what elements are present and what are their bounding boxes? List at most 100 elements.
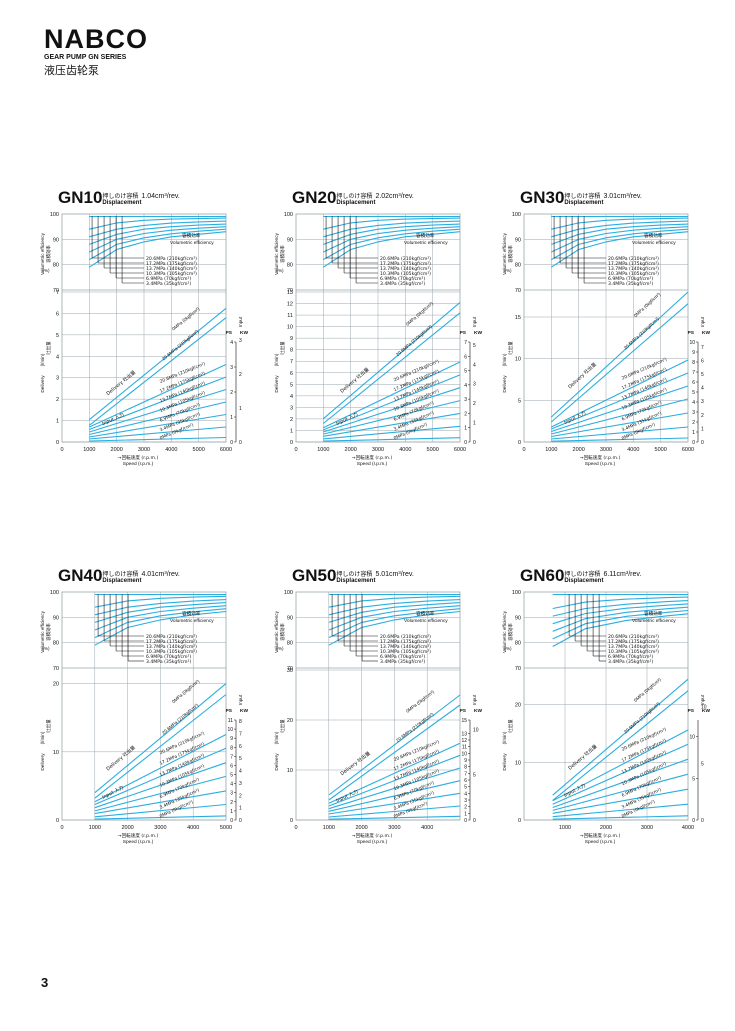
input-kw-tick-label: 8 xyxy=(239,719,242,725)
eff-curve-label: Volumetric efficiency xyxy=(170,240,214,246)
pressure-label: 6.9MPa (70kgf/cm²) xyxy=(608,654,653,660)
chart-svg: 0 1000 2000 3000 4000 5000 6000→回転速度 (r.p.m.)S… xyxy=(40,212,248,467)
input-ps-tick-label: 2 xyxy=(692,420,695,426)
delivery-axis-label: Delivery xyxy=(502,375,508,393)
eff-axis-label: Volumetric efficiency xyxy=(502,610,507,652)
pressure-label: 20.6MPa (210kgf/cm²) xyxy=(146,634,197,640)
x-tick-label: 2000 xyxy=(573,447,585,453)
x-tick-label: 2000 xyxy=(121,825,133,831)
input-curve xyxy=(89,436,227,442)
input-ps-tick-label: 6 xyxy=(464,354,467,360)
delivery-tick-label: 1 xyxy=(56,419,59,425)
pressure-label: 17.2MPa (175kgf/cm²) xyxy=(146,261,197,267)
input-curve xyxy=(328,815,461,820)
x-axis-label-jp: →回転速度 (r.p.m.) xyxy=(118,454,159,461)
input-kw-tick-label: 2 xyxy=(701,413,704,419)
pressure-label: 20.6MPa (210kgf/cm²) xyxy=(380,256,431,262)
input-kw-label: KW xyxy=(474,330,482,336)
eff-curve xyxy=(89,226,227,253)
eff-unit: (%) xyxy=(42,268,50,273)
x-tick-label: 2000 xyxy=(111,447,123,453)
displacement-value: 4.01cm³/rev. xyxy=(141,571,180,578)
input-curve xyxy=(94,803,227,818)
delivery-tick-label: 20 xyxy=(515,703,521,709)
x-axis-label: Speed (r.p.m.) xyxy=(585,461,616,467)
eff-tick-label: 100 xyxy=(512,212,521,218)
input-ps-label: PS xyxy=(688,330,695,336)
eff-curve xyxy=(328,608,461,639)
input-curve xyxy=(94,815,227,820)
x-tick-label: 6000 xyxy=(454,447,466,453)
input-ps-tick-label: 11 xyxy=(228,718,233,724)
eff-unit: (%) xyxy=(504,646,512,651)
eff-tick-label: 90 xyxy=(515,615,521,621)
pressure-label: 10.3MPa (105kgf/cm²) xyxy=(380,271,431,277)
eff-axis-label-jp: 容積効率 xyxy=(507,245,514,263)
delivery-tick-label: 0 xyxy=(56,440,59,446)
input-ps-tick-label: 5 xyxy=(464,785,467,791)
input-ps-tick-label: 5 xyxy=(464,369,467,375)
delivery-curve-0mpa-label: 0MPa (0kgf/cm²) xyxy=(633,677,662,703)
model-title: GN10 xyxy=(58,188,103,207)
eff-curve xyxy=(552,600,689,617)
model-title: GN20 xyxy=(292,188,337,207)
eff-curve-label-jp: 容積効率 xyxy=(416,610,435,617)
input-curve xyxy=(552,788,689,814)
eff-axis-label: Volumetric efficiency xyxy=(40,232,45,274)
input-axis-label: Input xyxy=(472,316,477,327)
input-curve xyxy=(323,387,461,433)
eff-curve-label-jp: 容積効率 xyxy=(182,232,201,239)
pressure-label: 17.2MPa (175kgf/cm²) xyxy=(608,261,659,267)
x-axis-label: Speed (r.p.m.) xyxy=(123,839,154,845)
eff-curve-label-jp: 容積効率 xyxy=(182,610,201,617)
input-curve xyxy=(89,388,227,433)
input-curve xyxy=(328,792,461,815)
x-tick-label: 0 xyxy=(522,447,525,453)
eff-curve-label: Volumetric efficiency xyxy=(404,240,448,246)
input-curve xyxy=(94,734,227,803)
chart-panel-gn30: GN30押しのけ容積 3.01cm³/rev. Displacement 0 1000 2… xyxy=(500,188,730,478)
eff-tick-label: 90 xyxy=(53,615,59,621)
delivery-tick-label: 10 xyxy=(515,760,521,766)
delivery-curve xyxy=(328,694,461,796)
pressure-label: 6.9MPa (70kgf/cm²) xyxy=(608,276,653,282)
eff-axis-label: Volumetric efficiency xyxy=(40,610,45,652)
input-ps-tick-label: 6 xyxy=(230,763,233,769)
input-curve xyxy=(552,729,689,802)
displacement-jp: 押しのけ容積 xyxy=(336,193,373,200)
input-kw-tick-label: 0 xyxy=(239,818,242,824)
delivery-curve-0mpa-label: 0MPa (0kgf/cm²) xyxy=(405,689,435,714)
eff-tick-label: 90 xyxy=(515,237,521,243)
pressure-label: 6.9MPa (70kgf/cm²) xyxy=(380,276,425,282)
pressure-label: 10.3MPa (105kgf/cm²) xyxy=(146,271,197,277)
input-curve xyxy=(551,426,689,440)
input-kw-tick-label: 4 xyxy=(701,386,704,392)
eff-curve xyxy=(552,603,689,625)
x-tick-label: 3000 xyxy=(138,447,150,453)
delivery-curve-label: Delivery 吐出量 xyxy=(105,744,137,772)
input-kw-label: KW xyxy=(702,708,710,714)
input-kw-tick-label: 3 xyxy=(473,382,476,388)
chart-panel-gn40: GN40押しのけ容積 4.01cm³/rev. Displacement 0 1000 2… xyxy=(38,566,268,856)
input-ps-tick-label: 4 xyxy=(464,791,467,797)
input-kw-tick-label: 3 xyxy=(239,781,242,787)
delivery-tick-label: 0 xyxy=(290,440,293,446)
delivery-axis-label-jp: 吐出量 xyxy=(279,719,286,733)
pressure-label: 13.7MPa (140kgf/cm²) xyxy=(608,644,659,650)
input-ps-tick-label: 2 xyxy=(464,805,467,811)
delivery-curve xyxy=(552,690,689,801)
delivery-tick-label: 13 xyxy=(287,290,293,296)
input-curve xyxy=(89,363,227,428)
delivery-axis-unit: (l/min) xyxy=(502,353,507,366)
input-curve xyxy=(328,805,461,818)
delivery-axis-label-jp: 吐出量 xyxy=(45,341,52,355)
input-ps-tick-label: 1 xyxy=(464,426,467,432)
page-number: 3 xyxy=(41,975,49,990)
eff-curve xyxy=(328,605,461,631)
input-curve xyxy=(94,747,227,806)
series-name: GEAR PUMP GN SERIES xyxy=(44,54,127,61)
delivery-tick-label: 0 xyxy=(56,818,59,824)
input-curve xyxy=(323,361,461,429)
chart-title-block: GN60押しのけ容積 6.11cm³/rev. Displacement xyxy=(520,566,641,586)
brand-logo: NABCO xyxy=(44,24,148,54)
